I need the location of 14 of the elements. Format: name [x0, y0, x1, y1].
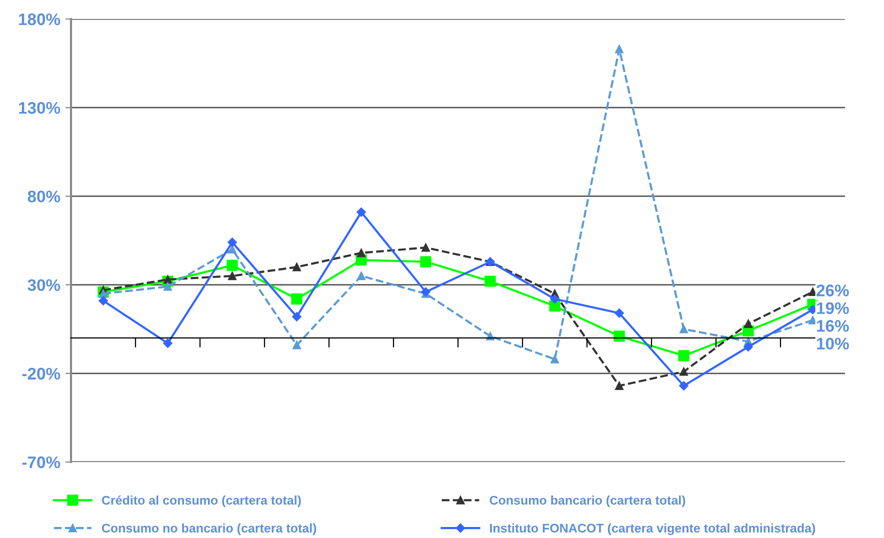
- data-label: 16%: [817, 320, 849, 332]
- data-label: 19%: [817, 302, 849, 314]
- y-tick-label: 80%: [28, 190, 60, 202]
- y-tick-label: -20%: [22, 368, 60, 380]
- legend-label: Consumo bancario (cartera total): [490, 496, 686, 508]
- y-tick-label: 30%: [28, 279, 60, 292]
- y-tick-label: 130%: [19, 102, 60, 114]
- legend-label: Consumo no bancario (cartera total): [102, 523, 316, 536]
- data-label: 26%: [816, 284, 849, 296]
- legend-label: Crédito al consumo (cartera total): [102, 495, 301, 508]
- y-tick-label: -70%: [22, 456, 60, 468]
- legend-label: Instituto FONACOT (cartera vigente total administrada): [490, 523, 816, 536]
- y-tick-label: 180%: [19, 13, 60, 26]
- data-label: 10%: [817, 338, 849, 350]
